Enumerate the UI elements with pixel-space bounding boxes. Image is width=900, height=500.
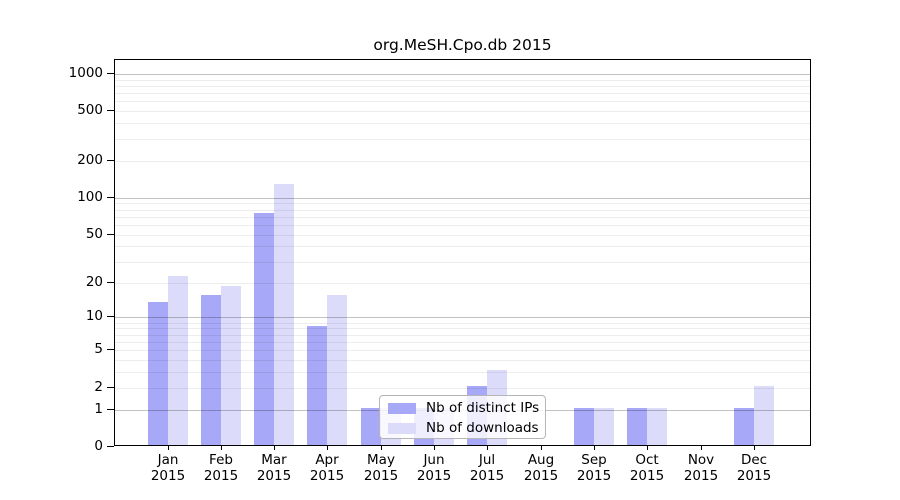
y-tick-label: 5: [94, 341, 103, 357]
x-tick-label-jul: Jul 2015: [457, 452, 517, 484]
x-tick-year: 2015: [469, 467, 505, 484]
x-tick-mark: [381, 446, 382, 450]
bar-jan-downloads: [168, 276, 188, 445]
y-tick-mark: [107, 282, 114, 283]
bar-feb-distinct-ips: [201, 295, 221, 445]
bar-oct-downloads: [647, 408, 667, 445]
x-tick-year: 2015: [203, 467, 239, 484]
chart-title: org.MeSH.Cpo.db 2015: [373, 36, 552, 54]
x-tick-label-oct: Oct 2015: [617, 452, 677, 484]
x-tick-mark: [434, 446, 435, 450]
bar-sep-downloads: [594, 408, 614, 445]
x-tick-month: Jul: [478, 452, 496, 468]
x-tick-mark: [327, 446, 328, 450]
bar-jan-distinct-ips: [148, 302, 168, 445]
x-tick-label-sep: Sep 2015: [564, 452, 624, 484]
y-tick-label: 500: [77, 102, 103, 118]
x-tick-year: 2015: [256, 467, 292, 484]
bar-may-distinct-ips: [361, 408, 381, 445]
y-tick-label: 10: [85, 308, 103, 324]
x-tick-label-feb: Feb 2015: [191, 452, 251, 484]
x-tick-month: Mar: [261, 452, 287, 468]
bar-mar-distinct-ips: [254, 213, 274, 445]
x-tick-label-aug: Aug 2015: [511, 452, 571, 484]
x-tick-month: Dec: [740, 452, 768, 468]
x-tick-year: 2015: [629, 467, 665, 484]
y-tick-label: 1: [94, 401, 103, 417]
x-tick-month: Sep: [581, 452, 607, 468]
x-tick-month: Apr: [315, 452, 339, 468]
x-tick-month: Feb: [209, 452, 233, 468]
x-tick-month: Aug: [527, 452, 555, 468]
x-tick-mark: [701, 446, 702, 450]
x-tick-year: 2015: [309, 467, 345, 484]
y-tick-mark: [107, 446, 114, 447]
y-tick-mark: [107, 160, 114, 161]
x-tick-month: Nov: [687, 452, 715, 468]
bar-feb-downloads: [221, 286, 241, 445]
x-tick-month: May: [367, 452, 395, 468]
y-tick-label: 1000: [68, 65, 103, 81]
x-tick-label-mar: Mar 2015: [244, 452, 304, 484]
x-tick-mark: [274, 446, 275, 450]
x-tick-year: 2015: [150, 467, 186, 484]
x-tick-label-jun: Jun 2015: [404, 452, 464, 484]
x-tick-mark: [541, 446, 542, 450]
x-tick-month: Jun: [423, 452, 445, 468]
x-tick-label-nov: Nov 2015: [671, 452, 731, 484]
x-tick-label-may: May 2015: [351, 452, 411, 484]
x-tick-label-apr: Apr 2015: [297, 452, 357, 484]
x-tick-year: 2015: [576, 467, 612, 484]
x-tick-year: 2015: [736, 467, 772, 484]
x-tick-mark: [221, 446, 222, 450]
bars-layer: [115, 60, 810, 445]
bar-apr-distinct-ips: [307, 326, 327, 445]
y-tick-label: 50: [85, 226, 103, 242]
legend-label: Nb of distinct IPs: [426, 400, 540, 416]
y-tick-mark: [107, 110, 114, 111]
y-tick-mark: [107, 409, 114, 410]
legend-swatch-distinct-ips: [388, 402, 416, 414]
x-tick-mark: [168, 446, 169, 450]
x-tick-mark: [647, 446, 648, 450]
y-tick-label: 20: [85, 274, 103, 290]
y-tick-mark: [107, 234, 114, 235]
bar-apr-downloads: [327, 295, 347, 445]
x-tick-year: 2015: [683, 467, 719, 484]
x-tick-mark: [487, 446, 488, 450]
bar-dec-downloads: [754, 386, 774, 445]
y-tick-label: 0: [94, 438, 103, 454]
x-tick-month: Oct: [635, 452, 659, 468]
bar-sep-distinct-ips: [574, 408, 594, 445]
x-tick-year: 2015: [363, 467, 399, 484]
y-tick-label: 2: [94, 379, 103, 395]
x-tick-mark: [594, 446, 595, 450]
plot-area: Nb of distinct IPs Nb of downloads: [114, 59, 811, 446]
legend-item-distinct-ips: Nb of distinct IPs: [388, 398, 545, 418]
y-tick-mark: [107, 349, 114, 350]
y-tick-label: 200: [77, 152, 103, 168]
y-tick-mark: [107, 197, 114, 198]
x-tick-month: Jan: [157, 452, 179, 468]
legend-swatch-downloads: [388, 422, 416, 434]
bar-dec-distinct-ips: [734, 408, 754, 445]
x-tick-year: 2015: [416, 467, 452, 484]
y-tick-mark: [107, 73, 114, 74]
legend-label: Nb of downloads: [426, 420, 539, 436]
legend-item-downloads: Nb of downloads: [388, 418, 545, 438]
x-tick-mark: [754, 446, 755, 450]
bar-oct-distinct-ips: [627, 408, 647, 445]
bar-mar-downloads: [274, 184, 294, 445]
x-tick-label-jan: Jan 2015: [138, 452, 198, 484]
y-tick-mark: [107, 316, 114, 317]
legend: Nb of distinct IPs Nb of downloads: [379, 395, 546, 439]
y-tick-label: 100: [77, 189, 103, 205]
x-tick-label-dec: Dec 2015: [724, 452, 784, 484]
y-tick-mark: [107, 387, 114, 388]
x-tick-year: 2015: [523, 467, 559, 484]
